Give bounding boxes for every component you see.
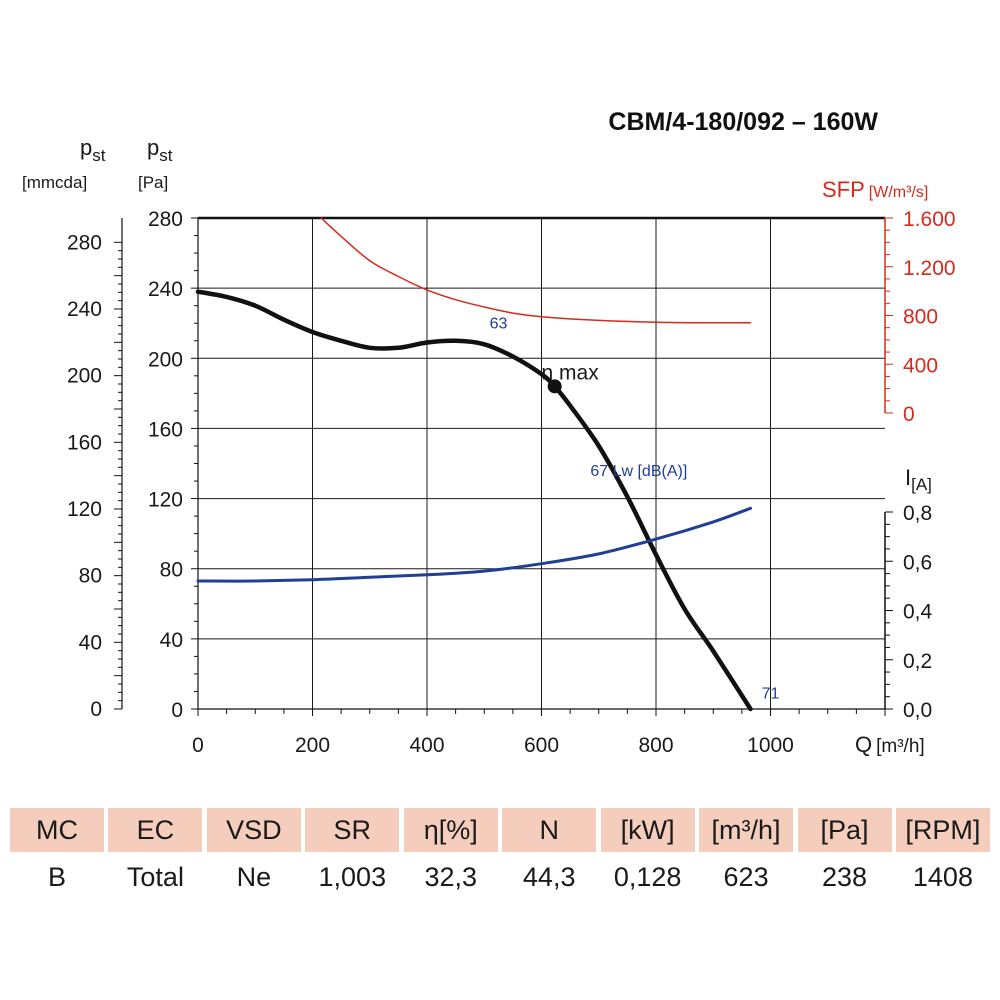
sfp-tick-label: 1.600 [903, 208, 956, 231]
fan-performance-chart: 0 200 400 600 800 100004080120160200240280040… [22, 108, 956, 757]
header-sr: SR [305, 808, 400, 852]
current-tick-label: 0,2 [903, 650, 932, 673]
header-rpm: [RPM] [895, 808, 990, 852]
value-flow: 623 [723, 861, 769, 892]
value-rpm: 1408 [912, 861, 973, 892]
header-mc: MC [10, 808, 104, 852]
axes [114, 216, 893, 716]
y-inner-tick-label: 0 [171, 699, 183, 722]
y-outer-tick-label: 280 [67, 231, 102, 254]
chart-title: CBM/4-180/092 – 160W [608, 108, 878, 136]
spec-table: MC EC VSD SR η[%] N [kW] [m³/h] [Pa] [RP… [10, 808, 990, 899]
annotations: 63 η max 67 Lw [dB(A)] 71 [490, 315, 780, 702]
header-efficiency: η[%] [403, 808, 498, 852]
x-tick-label: 200 [295, 734, 330, 757]
y-inner-axis-unit: [Pa] [138, 173, 168, 192]
x-tick-label: 0 [192, 734, 204, 757]
y-inner-tick-label: 240 [148, 278, 183, 301]
y-outer-tick-label: 80 [79, 565, 102, 588]
eta-max-label: η max [542, 361, 600, 384]
value-n: 44,3 [522, 861, 576, 892]
sfp-tick-label: 1.200 [903, 257, 956, 280]
value-mc: B [47, 861, 66, 892]
eta-max-point [547, 379, 562, 394]
x-axis-label: Q [m³/h] [855, 732, 925, 757]
pressure-curve [195, 289, 753, 712]
y-inner-tick-label: 200 [148, 348, 183, 371]
header-vsd: VSD [206, 808, 301, 852]
series [195, 217, 753, 712]
y-inner-tick-label: 80 [160, 559, 183, 582]
y-outer-axis-unit: [mmcda] [22, 173, 87, 192]
y-outer-axis-label: pst [80, 135, 106, 165]
sound-level-71-label: 71 [762, 685, 780, 702]
sound-level-63-label: 63 [490, 315, 508, 332]
header-pressure: [Pa] [797, 808, 892, 852]
sfp-tick-label: 400 [903, 354, 938, 377]
value-sr: 1,003 [318, 861, 387, 892]
header-kw: [kW] [600, 808, 695, 852]
y-outer-tick-label: 0 [90, 698, 102, 721]
y-outer-tick-label: 240 [67, 298, 102, 321]
value-pressure: 238 [821, 861, 868, 892]
x-tick-label: 800 [638, 734, 673, 757]
sfp-curve [320, 217, 752, 324]
grid [198, 218, 885, 709]
y-outer-tick-label: 120 [67, 498, 102, 521]
value-efficiency: 32,3 [424, 861, 478, 892]
spec-value-row: B Total Ne 1,003 32,3 44,3 0,128 623 238… [10, 852, 990, 899]
labels: CBM/4-180/092 – 160W pst [mmcda] pst [Pa… [22, 108, 932, 757]
y-outer-tick-label: 200 [67, 365, 102, 388]
value-ec: Total [126, 861, 184, 892]
x-tick-label: 1000 [747, 734, 794, 757]
y-inner-tick-label: 280 [148, 208, 183, 231]
y-inner-tick-label: 40 [160, 629, 183, 652]
value-kw: 0,128 [613, 861, 682, 892]
value-vsd: Ne [236, 861, 272, 892]
current-tick-label: 0,4 [903, 601, 933, 624]
x-tick-label: 600 [524, 734, 559, 757]
current-tick-label: 0,8 [903, 502, 932, 525]
y-inner-axis-label: pst [147, 135, 173, 165]
header-ec: EC [108, 808, 203, 852]
y-inner-tick-label: 160 [148, 418, 183, 441]
sfp-tick-label: 800 [903, 306, 938, 329]
header-flow: [m³/h] [699, 808, 794, 852]
current-axis-label: I[A] [905, 465, 932, 494]
current-curve [196, 506, 752, 583]
x-tick-label: 400 [409, 734, 444, 757]
sfp-tick-label: 0 [903, 403, 915, 426]
tick-labels: 0 200 400 600 800 100004080120160200240280040… [67, 208, 956, 757]
y-inner-tick-label: 120 [148, 489, 183, 512]
header-n: N [502, 808, 597, 852]
spec-header-row: MC EC VSD SR η[%] N [kW] [m³/h] [Pa] [RP… [10, 808, 990, 852]
current-tick-label: 0,0 [903, 699, 932, 722]
y-outer-tick-label: 160 [67, 431, 102, 454]
current-tick-label: 0,6 [903, 551, 932, 574]
y-outer-tick-label: 40 [79, 631, 102, 654]
sfp-axis-label: SFP [W/m³/s] [822, 177, 928, 202]
sound-level-67-label: 67 Lw [dB(A)] [590, 463, 687, 480]
